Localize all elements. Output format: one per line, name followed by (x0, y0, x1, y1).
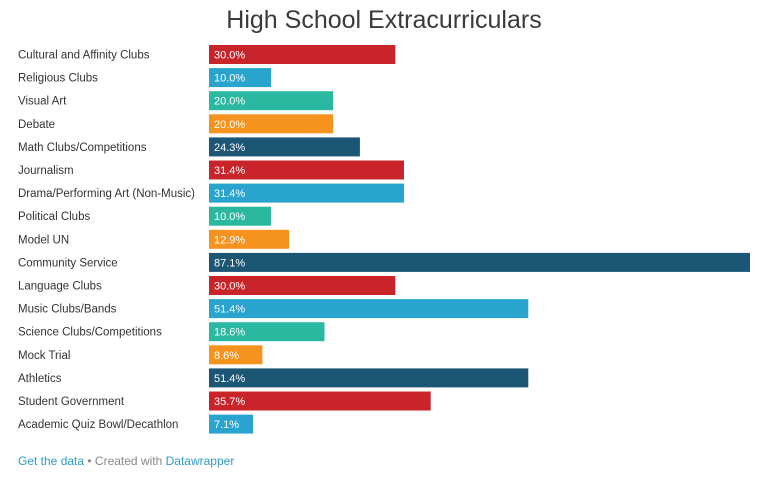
bar-row: Mock Trial 8.6% (18, 345, 263, 365)
bar-row: Math Clubs/Competitions 24.3% (18, 137, 360, 157)
chart-title: High School Extracurriculars (226, 6, 542, 34)
value-label: 20.0% (214, 119, 245, 131)
bar (209, 368, 529, 388)
bar (209, 252, 750, 272)
value-label: 20.0% (214, 96, 245, 108)
bar-row: Community Service 87.1% (18, 252, 750, 272)
value-label: 51.4% (214, 373, 245, 385)
category-label: Journalism (18, 165, 74, 177)
category-label: Mock Trial (18, 350, 70, 362)
bar (209, 114, 334, 134)
bar-row: Student Government 35.7% (18, 391, 431, 411)
bar-row: Language Clubs 30.0% (18, 276, 396, 295)
bar-row: Political Clubs 10.0% (18, 206, 272, 226)
bar (209, 414, 254, 434)
bar-row: Religious Clubs 10.0% (18, 68, 272, 88)
category-label: Student Government (18, 396, 125, 408)
bar (209, 183, 404, 203)
value-label: 35.7% (214, 396, 245, 408)
bar-row: Debate 20.0% (18, 114, 334, 134)
value-label: 51.4% (214, 304, 245, 316)
bar (209, 345, 263, 365)
bar (209, 45, 396, 64)
bar-row: Drama/Performing Art (Non-Music) 31.4% (18, 183, 404, 203)
footer: Get the data • Created with Datawrapper (18, 454, 234, 468)
value-label: 8.6% (214, 350, 239, 362)
category-label: Drama/Performing Art (Non-Music) (18, 188, 195, 200)
value-label: 31.4% (214, 165, 245, 177)
bar (209, 322, 325, 342)
value-label: 10.0% (214, 73, 245, 85)
bar (209, 276, 396, 295)
value-label: 7.1% (214, 419, 239, 431)
get-the-data-link[interactable]: Get the data (18, 454, 85, 468)
category-label: Math Clubs/Competitions (18, 142, 147, 154)
bar-row: Visual Art 20.0% (18, 91, 334, 111)
bar (209, 206, 272, 226)
value-label: 87.1% (214, 257, 245, 269)
bar-row: Journalism 31.4% (18, 160, 404, 180)
category-label: Athletics (18, 373, 62, 385)
category-label: Cultural and Affinity Clubs (18, 50, 150, 62)
bar (209, 68, 272, 88)
bar (209, 299, 529, 319)
bar-row: Music Clubs/Bands 51.4% (18, 299, 529, 319)
bar (209, 391, 431, 411)
bar (209, 160, 404, 180)
category-label: Music Clubs/Bands (18, 304, 117, 316)
footer-separator: • Created with (84, 454, 166, 468)
value-label: 30.0% (214, 50, 245, 62)
category-label: Language Clubs (18, 281, 102, 293)
category-label: Model UN (18, 234, 69, 246)
category-label: Visual Art (18, 96, 67, 108)
bar (209, 137, 360, 157)
value-label: 30.0% (214, 281, 245, 293)
datawrapper-link[interactable]: Datawrapper (165, 454, 235, 468)
bar (209, 91, 334, 111)
value-label: 12.9% (214, 234, 245, 246)
category-label: Political Clubs (18, 211, 90, 223)
bar (209, 229, 290, 249)
bar-row: Academic Quiz Bowl/Decathlon 7.1% (18, 414, 254, 434)
value-label: 10.0% (214, 211, 245, 223)
category-label: Debate (18, 119, 55, 131)
bar-row: Science Clubs/Competitions 18.6% (18, 322, 325, 342)
bar-row: Model UN 12.9% (18, 229, 290, 249)
value-label: 18.6% (214, 327, 245, 339)
category-label: Community Service (18, 257, 118, 269)
category-label: Science Clubs/Competitions (18, 327, 162, 339)
category-label: Religious Clubs (18, 73, 98, 85)
bar-row: Athletics 51.4% (18, 368, 529, 388)
bar-row: Cultural and Affinity Clubs 30.0% (18, 45, 396, 64)
value-label: 24.3% (214, 142, 245, 154)
value-label: 31.4% (214, 188, 245, 200)
category-label: Academic Quiz Bowl/Decathlon (18, 419, 178, 431)
